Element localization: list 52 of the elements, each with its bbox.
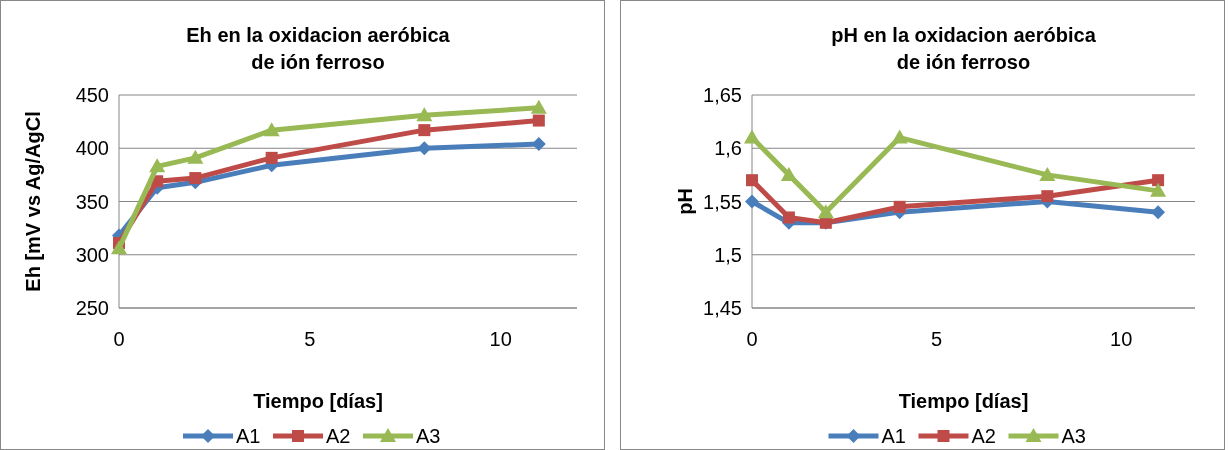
point [187, 149, 204, 164]
y-tick-label: 250 [75, 297, 109, 319]
point [149, 158, 166, 173]
y-tick-label: 1,6 [714, 137, 742, 160]
point [1152, 174, 1165, 187]
point [782, 211, 795, 224]
point [893, 200, 906, 213]
x-axis-title: Tiempo [días] [253, 390, 383, 412]
point [746, 174, 758, 187]
x-tick-label: 0 [113, 328, 125, 350]
legend-label: A2 [971, 425, 996, 447]
point [265, 151, 278, 164]
y-tick-label: 1,45 [703, 297, 742, 319]
legend-label: A3 [1061, 425, 1086, 447]
x-tick-label: 0 [746, 328, 758, 350]
point [418, 124, 431, 137]
point [417, 141, 432, 156]
y-tick-label: 1,55 [703, 190, 742, 213]
point [780, 166, 797, 181]
point [111, 240, 127, 255]
point [1151, 205, 1166, 220]
legend-label: A1 [236, 425, 261, 447]
point [532, 114, 545, 127]
point [891, 129, 908, 144]
y-tick-label: 1,65 [703, 84, 742, 106]
point [744, 129, 760, 144]
y-tick-label: 300 [75, 243, 109, 266]
y-axis-title: Eh [mV vs Ag/AgCl [22, 111, 44, 292]
legend-label: A2 [326, 425, 351, 447]
point [189, 172, 202, 185]
y-tick-label: 350 [75, 190, 109, 213]
y-axis-title: pH [674, 188, 696, 215]
point [1039, 166, 1056, 181]
x-tick-label: 10 [489, 328, 512, 350]
legend-label: A1 [881, 425, 906, 447]
x-tick-label: 5 [304, 328, 316, 350]
point [745, 194, 759, 209]
chart-title: pH en la oxidacion aeróbica de ión ferroso [831, 24, 1097, 73]
point [1041, 190, 1054, 203]
y-tick-label: 1,5 [714, 243, 742, 266]
point [263, 122, 280, 137]
x-tick-label: 10 [1110, 328, 1133, 350]
x-tick-label: 5 [931, 328, 943, 350]
point [1150, 182, 1167, 197]
y-tick-label: 400 [75, 137, 109, 160]
chart-title: Eh en la oxidacion aeróbica de ión ferroso [186, 24, 451, 73]
legend-label: A3 [416, 425, 441, 447]
x-axis-title: Tiempo [días] [898, 390, 1029, 412]
y-tick-label: 450 [75, 84, 109, 106]
point [416, 107, 433, 122]
point [817, 204, 834, 219]
point [530, 99, 547, 114]
